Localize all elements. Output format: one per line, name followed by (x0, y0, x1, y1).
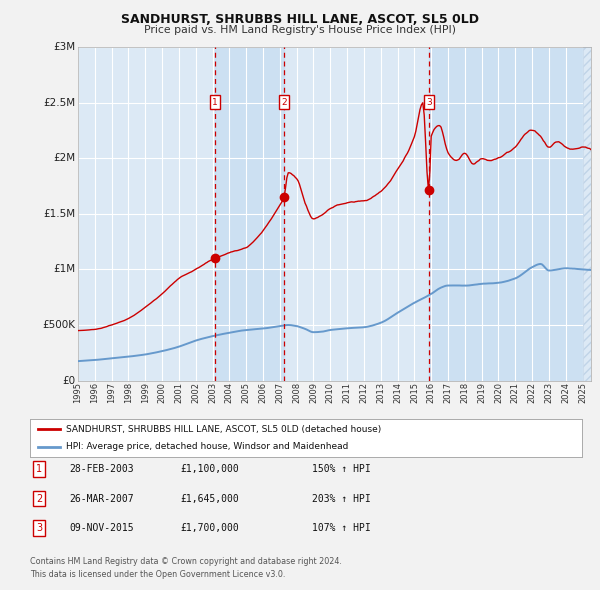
Text: 2021: 2021 (511, 382, 520, 404)
Text: SANDHURST, SHRUBBS HILL LANE, ASCOT, SL5 0LD (detached house): SANDHURST, SHRUBBS HILL LANE, ASCOT, SL5… (66, 425, 381, 434)
Text: 3: 3 (36, 523, 42, 533)
Text: 2006: 2006 (259, 382, 268, 404)
Text: 1996: 1996 (91, 382, 100, 404)
Text: £1,700,000: £1,700,000 (180, 523, 239, 533)
Text: 2004: 2004 (225, 382, 234, 404)
Text: 2010: 2010 (326, 382, 335, 404)
Bar (215, 47, 284, 381)
Text: 2005: 2005 (242, 382, 251, 404)
Text: 2013: 2013 (376, 382, 385, 404)
Text: 1997: 1997 (107, 382, 116, 404)
Text: 2023: 2023 (544, 382, 553, 404)
Text: 2018: 2018 (460, 382, 469, 404)
Text: Price paid vs. HM Land Registry's House Price Index (HPI): Price paid vs. HM Land Registry's House … (144, 25, 456, 35)
Text: 2012: 2012 (359, 382, 368, 404)
Text: 1995: 1995 (74, 382, 83, 404)
Text: 1: 1 (36, 464, 42, 474)
Text: £2M: £2M (53, 153, 76, 163)
Text: 2024: 2024 (561, 382, 570, 404)
Text: 2: 2 (281, 98, 287, 107)
Text: 2002: 2002 (191, 382, 200, 404)
Text: £0: £0 (62, 376, 76, 385)
Text: 09-NOV-2015: 09-NOV-2015 (69, 523, 134, 533)
Text: 3: 3 (426, 98, 432, 107)
Text: £1,645,000: £1,645,000 (180, 494, 239, 503)
Text: 2020: 2020 (494, 382, 503, 404)
Text: 2016: 2016 (427, 382, 436, 404)
Text: £3M: £3M (53, 42, 76, 52)
Text: 1: 1 (212, 98, 218, 107)
Text: 26-MAR-2007: 26-MAR-2007 (69, 494, 134, 503)
Text: HPI: Average price, detached house, Windsor and Maidenhead: HPI: Average price, detached house, Wind… (66, 442, 348, 451)
Text: 150% ↑ HPI: 150% ↑ HPI (312, 464, 371, 474)
Text: 2011: 2011 (343, 382, 352, 404)
Text: £1M: £1M (53, 264, 76, 274)
Text: 1998: 1998 (124, 382, 133, 404)
Text: £1,100,000: £1,100,000 (180, 464, 239, 474)
Text: 2003: 2003 (208, 382, 217, 404)
Text: 2019: 2019 (477, 382, 486, 404)
Text: 2007: 2007 (275, 382, 284, 404)
Text: £500K: £500K (43, 320, 76, 330)
Text: 203% ↑ HPI: 203% ↑ HPI (312, 494, 371, 503)
Bar (429, 47, 591, 381)
Text: 1999: 1999 (141, 382, 150, 404)
Text: 2025: 2025 (578, 382, 587, 404)
Text: 2008: 2008 (292, 382, 301, 404)
Text: 2: 2 (36, 494, 42, 503)
Text: SANDHURST, SHRUBBS HILL LANE, ASCOT, SL5 0LD: SANDHURST, SHRUBBS HILL LANE, ASCOT, SL5… (121, 13, 479, 26)
Text: 2001: 2001 (175, 382, 184, 404)
Text: 28-FEB-2003: 28-FEB-2003 (69, 464, 134, 474)
Text: 2015: 2015 (410, 382, 419, 404)
Bar (583, 47, 591, 381)
Text: 2009: 2009 (309, 382, 318, 404)
Text: £1.5M: £1.5M (43, 209, 76, 219)
Text: This data is licensed under the Open Government Licence v3.0.: This data is licensed under the Open Gov… (30, 571, 286, 579)
Text: Contains HM Land Registry data © Crown copyright and database right 2024.: Contains HM Land Registry data © Crown c… (30, 558, 342, 566)
Text: 2022: 2022 (527, 382, 536, 404)
Text: 2014: 2014 (393, 382, 402, 404)
Text: 2000: 2000 (158, 382, 167, 404)
Text: 107% ↑ HPI: 107% ↑ HPI (312, 523, 371, 533)
Text: £2.5M: £2.5M (43, 98, 76, 108)
Text: 2017: 2017 (443, 382, 452, 404)
